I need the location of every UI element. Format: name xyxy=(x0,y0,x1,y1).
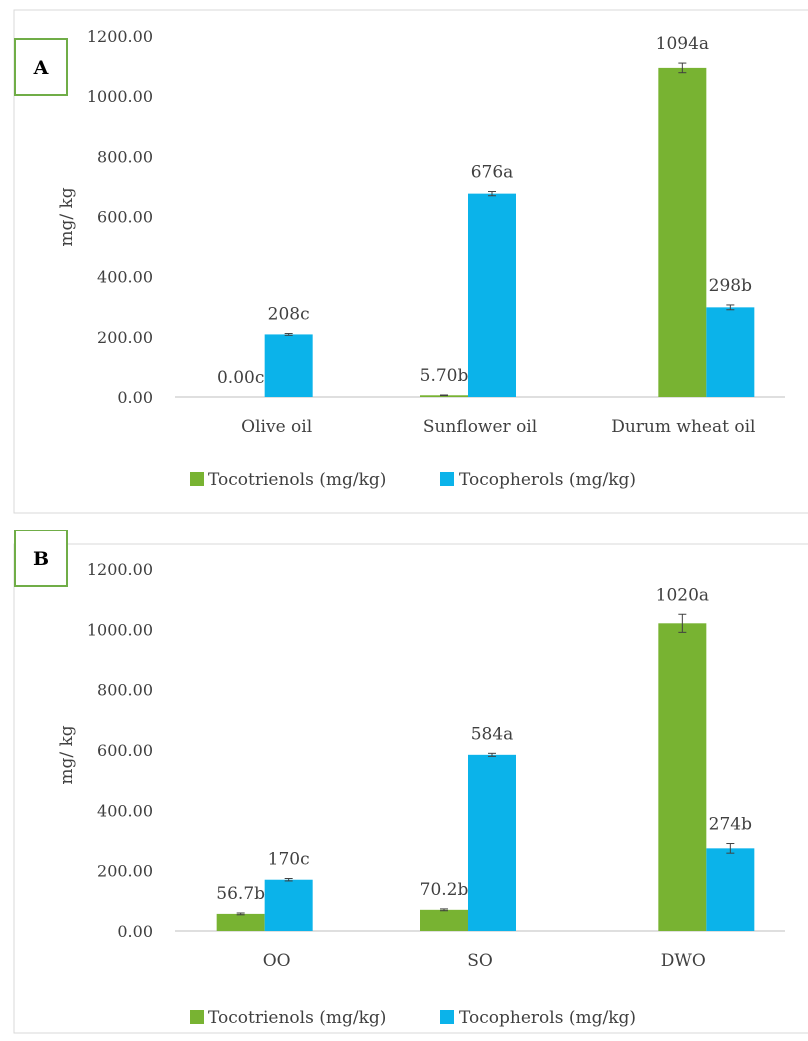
panel-label: B xyxy=(33,548,49,570)
data-label-tocotrienols-2: 1020a xyxy=(656,585,709,605)
panel-label-box xyxy=(14,530,68,587)
legend-label-tocopherols: Tocopherols (mg/kg) xyxy=(459,1008,636,1028)
y-tick-label: 800.00 xyxy=(97,147,153,166)
data-label-tocotrienols-1: 5.70b xyxy=(420,366,469,386)
y-tick-label: 0.00 xyxy=(117,388,153,407)
panel-border xyxy=(13,543,808,1034)
data-label-tocotrienols-0: 0.00c xyxy=(217,368,264,388)
y-tick-label: 600.00 xyxy=(97,741,153,760)
data-label-tocopherols-2: 274b xyxy=(709,815,752,835)
y-tick-label: 200.00 xyxy=(97,862,153,881)
bar-tocotrienols-2 xyxy=(658,623,707,931)
bar-tocopherols-0 xyxy=(264,334,313,397)
x-category-label: SO xyxy=(467,951,493,971)
y-tick-label: 400.00 xyxy=(97,801,153,820)
y-tick-label: 1200.00 xyxy=(87,27,153,46)
bar-tocopherols-1 xyxy=(468,193,516,397)
legend-label-tocopherols: Tocopherols (mg/kg) xyxy=(459,470,636,490)
bar-tocopherols-2 xyxy=(706,848,755,931)
legend-swatch-tocopherols xyxy=(440,472,454,486)
x-category-label: Sunflower oil xyxy=(423,417,537,437)
data-label-tocopherols-1: 676a xyxy=(471,163,514,183)
x-category-label: Durum wheat oil xyxy=(611,417,755,437)
y-tick-label: 1200.00 xyxy=(87,560,153,579)
legend-label-tocotrienols: Tocotrienols (mg/kg) xyxy=(208,470,386,490)
bar-tocotrienols-1 xyxy=(420,395,468,397)
legend-swatch-tocotrienols xyxy=(190,1010,204,1024)
y-tick-label: 200.00 xyxy=(97,328,153,347)
y-tick-label: 0.00 xyxy=(117,922,153,941)
data-label-tocopherols-0: 170c xyxy=(268,850,310,870)
data-label-tocopherols-1: 584a xyxy=(471,724,514,744)
chart-b-svg: Bmg/ kg 0.00 200.00 400.00 600.00 800.00 1000.… xyxy=(13,530,808,1034)
bar-tocotrienols-0 xyxy=(216,913,265,931)
bar-tocotrienols-1 xyxy=(420,909,468,931)
y-tick-label: 1000.00 xyxy=(87,620,153,639)
bar-tocopherols-0 xyxy=(264,879,313,931)
bar-tocotrienols-2 xyxy=(658,67,707,397)
data-label-tocopherols-0: 208c xyxy=(268,305,310,325)
legend-swatch-tocotrienols xyxy=(190,472,204,486)
x-category-label: DWO xyxy=(661,951,706,971)
legend-label-tocotrienols: Tocotrienols (mg/kg) xyxy=(208,1008,386,1028)
bar-tocopherols-2 xyxy=(706,307,755,397)
data-label-tocopherols-2: 298b xyxy=(709,276,752,296)
y-axis-label: mg/ kg xyxy=(57,187,77,246)
y-tick-label: 400.00 xyxy=(97,268,153,287)
panel-label-box xyxy=(14,38,68,96)
y-tick-label: 800.00 xyxy=(97,681,153,700)
panel-border xyxy=(13,9,808,514)
x-category-label: OO xyxy=(263,951,291,971)
y-tick-label: 1000.00 xyxy=(87,87,153,106)
bar-tocopherols-1 xyxy=(468,754,516,931)
x-category-label: Olive oil xyxy=(241,417,312,437)
panel-label: A xyxy=(33,57,49,79)
y-tick-label: 600.00 xyxy=(97,208,153,227)
data-label-tocotrienols-1: 70.2b xyxy=(420,880,469,900)
chart-a-svg: Amg/ kg 0.00 200.00 400.00 600.00 800.00 1000.… xyxy=(13,9,808,514)
y-axis-label: mg/ kg xyxy=(57,725,77,784)
data-label-tocotrienols-0: 56.7b xyxy=(216,884,265,904)
legend-swatch-tocopherols xyxy=(440,1010,454,1024)
data-label-tocotrienols-2: 1094a xyxy=(656,34,709,54)
